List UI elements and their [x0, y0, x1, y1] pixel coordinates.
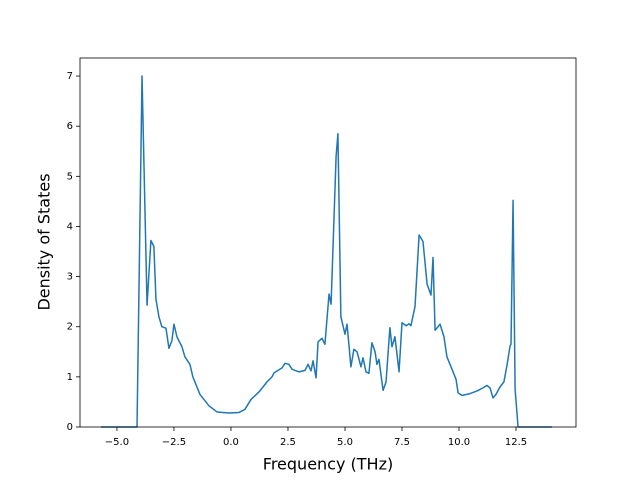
y-tick-label: 2 — [67, 322, 73, 333]
x-tick-label: −2.5 — [162, 437, 186, 448]
x-tick-label: −5.0 — [105, 437, 129, 448]
y-tick-label: 1 — [67, 372, 73, 383]
y-tick-label: 7 — [67, 71, 73, 82]
y-tick-label: 6 — [67, 121, 73, 132]
x-tick-label: 12.5 — [505, 437, 527, 448]
x-axis-label: Frequency (THz) — [263, 455, 393, 474]
x-tick-label: 10.0 — [448, 437, 470, 448]
y-tick-label: 0 — [67, 422, 73, 433]
y-tick-label: 3 — [67, 272, 73, 283]
plot-frame — [79, 57, 577, 428]
y-tick-label: 4 — [67, 221, 73, 232]
x-tick-label: 5.0 — [337, 437, 353, 448]
x-tick-label: 7.5 — [394, 437, 410, 448]
y-axis-label: Density of States — [35, 173, 54, 310]
y-tick-label: 5 — [67, 171, 73, 182]
x-tick-label: 2.5 — [280, 437, 296, 448]
dos-line — [100, 75, 553, 428]
x-tick-label: 0.0 — [223, 437, 239, 448]
